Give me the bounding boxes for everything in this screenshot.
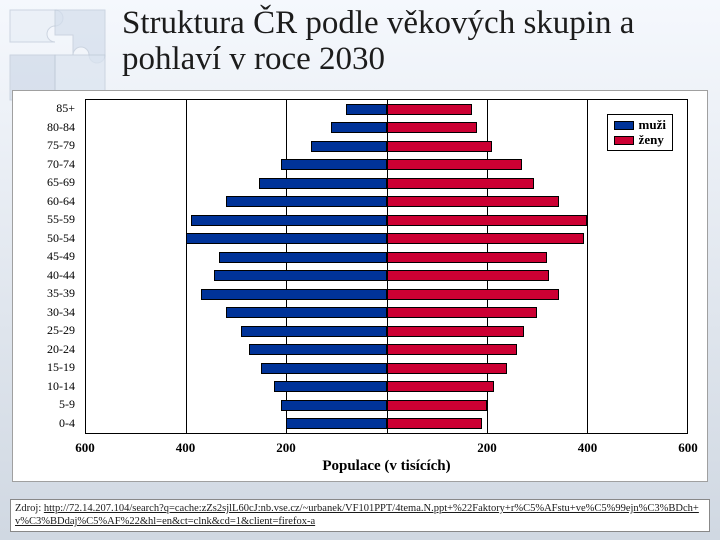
bar-men [241,326,386,337]
y-label: 50-54 [47,232,75,244]
y-label: 35-39 [47,287,75,299]
swatch-women [614,136,634,145]
x-label: 200 [276,440,296,456]
x-axis-labels: 600400200200400600 [85,438,688,458]
bar-men [259,178,387,189]
bar-women [387,178,535,189]
y-label: 30-34 [47,306,75,318]
bar-men [274,381,387,392]
bar-men [226,307,386,318]
bar-women [387,233,585,244]
legend-women-label: ženy [639,133,664,148]
y-label: 55-59 [47,213,75,225]
bar-men [214,270,387,281]
bar-men [201,289,386,300]
bar-women [387,270,550,281]
y-label: 5-9 [59,398,75,410]
bar-women [387,326,525,337]
page-title: Struktura ČR podle věkových skupin a poh… [122,6,700,77]
bar-women [387,289,560,300]
bar-women [387,307,537,318]
bar-men [331,122,386,133]
x-label: 600 [678,440,698,456]
y-label: 45-49 [47,250,75,262]
bar-women [387,400,487,411]
bar-women [387,159,522,170]
bar-men [219,252,387,263]
bar-men [286,418,386,429]
legend: muži ženy [607,114,673,151]
bar-women [387,215,587,226]
y-label: 85+ [56,102,75,114]
legend-men-label: muži [639,118,666,133]
bar-women [387,363,507,374]
source-footer: Zdroj: http://72.14.207.104/search?q=cac… [10,499,710,532]
source-label: Zdroj: [15,503,41,514]
bar-men [281,400,386,411]
plot-area: muži ženy [85,99,688,434]
bars-layer [86,100,687,433]
bar-women [387,122,477,133]
bar-women [387,418,482,429]
bar-women [387,344,517,355]
y-label: 25-29 [47,324,75,336]
bar-women [387,381,495,392]
y-label: 10-14 [47,380,75,392]
y-label: 20-24 [47,343,75,355]
y-label: 70-74 [47,158,75,170]
bar-men [226,196,386,207]
bar-men [261,363,386,374]
x-axis-title: Populace (v tisících) [85,458,688,475]
x-label: 400 [578,440,598,456]
y-label: 40-44 [47,269,75,281]
y-label: 75-79 [47,139,75,151]
y-label: 65-69 [47,176,75,188]
y-axis-labels: 85+ 80-84 75-79 70-74 65-69 60-64 55-59 50-54 45… [13,99,81,434]
swatch-men [614,121,634,130]
legend-women: ženy [614,133,666,148]
bar-women [387,104,472,115]
pyramid-chart: 85+ 80-84 75-79 70-74 65-69 60-64 55-59 50-54 45… [12,90,708,482]
bar-men [311,141,386,152]
x-label: 600 [75,440,95,456]
y-label: 15-19 [47,361,75,373]
bar-men [186,233,386,244]
bar-men [249,344,387,355]
bar-women [387,141,492,152]
legend-men: muži [614,118,666,133]
bar-women [387,252,547,263]
bar-men [281,159,386,170]
x-label: 200 [477,440,497,456]
y-label: 0-4 [59,417,75,429]
slide: Struktura ČR podle věkových skupin a poh… [0,0,720,540]
bar-men [191,215,386,226]
y-label: 60-64 [47,195,75,207]
source-link[interactable]: http://72.14.207.104/search?q=cache:zZs2… [15,503,699,528]
y-label: 80-84 [47,121,75,133]
bar-women [387,196,560,207]
x-label: 400 [176,440,196,456]
bar-men [346,104,386,115]
